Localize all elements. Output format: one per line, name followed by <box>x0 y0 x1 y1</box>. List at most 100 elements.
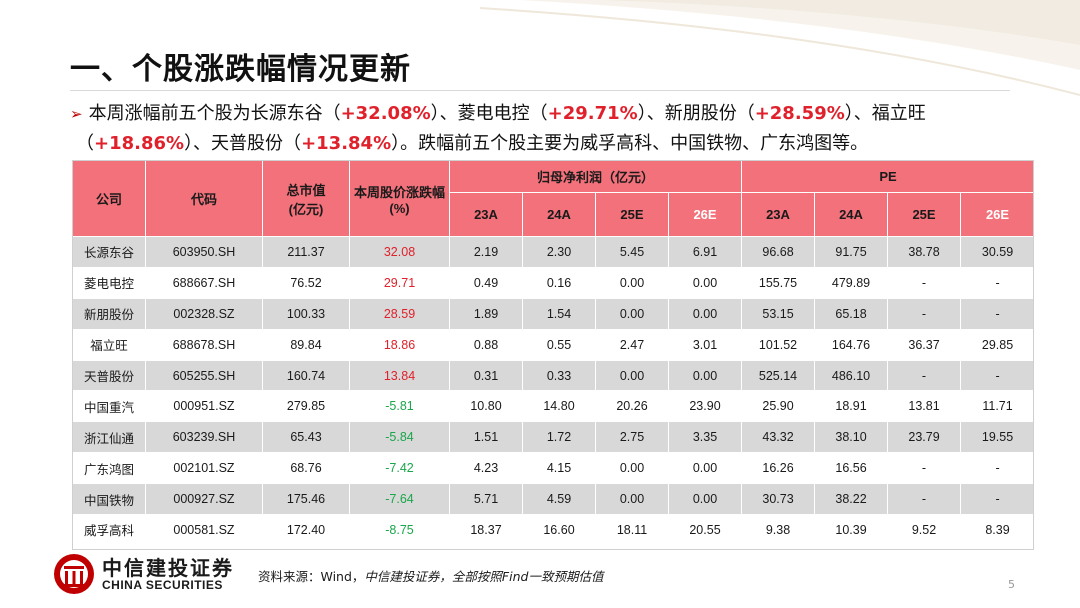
summary-value: +32.08% <box>341 103 431 124</box>
cell-pe-26e: 8.39 <box>961 515 1035 546</box>
cell-weekly-change: -5.84 <box>350 422 450 453</box>
cell-weekly-change: -7.42 <box>350 453 450 484</box>
cell-net-profit-26e: 0.00 <box>669 484 742 515</box>
cell-net-profit-24a: 0.33 <box>523 360 596 391</box>
cell-company: 广东鸿图 <box>73 453 146 484</box>
cell-net-profit-24a: 4.15 <box>523 453 596 484</box>
cell-company: 新朋股份 <box>73 298 146 329</box>
source-note: 资料来源：Wind，中信建投证券，全部按照Find一致预期估值 <box>258 566 603 585</box>
cell-pe-23a: 16.26 <box>742 453 815 484</box>
cell-weekly-change: 29.71 <box>350 267 450 298</box>
cell-pe-25e: - <box>888 360 961 391</box>
cell-net-profit-26e: 0.00 <box>669 453 742 484</box>
source-label: 资料来源：Wind， <box>258 569 364 584</box>
col-group-net-profit: 归母净利润（亿元） <box>450 161 742 193</box>
cell-net-profit-25e: 2.47 <box>596 329 669 360</box>
cell-net-profit-26e: 23.90 <box>669 391 742 422</box>
table-row: 福立旺 688678.SH 89.84 18.86 0.88 0.55 2.47 3.01 10… <box>73 329 1035 360</box>
cell-pe-23a: 30.73 <box>742 484 815 515</box>
page-title: 一、个股涨跌幅情况更新 <box>70 44 411 88</box>
col-header-pe-25e: 25E <box>888 193 961 237</box>
cell-net-profit-26e: 0.00 <box>669 267 742 298</box>
cell-net-profit-23a: 1.51 <box>450 422 523 453</box>
summary-text: ）、菱电电控（ <box>431 103 548 124</box>
cell-pe-26e: 11.71 <box>961 391 1035 422</box>
cell-code: 603239.SH <box>146 422 263 453</box>
summary-text: ）、福立旺 <box>845 103 926 124</box>
cell-pe-24a: 65.18 <box>815 298 888 329</box>
cell-net-profit-25e: 20.26 <box>596 391 669 422</box>
cell-weekly-change: 13.84 <box>350 360 450 391</box>
bullet-arrow-icon: ➢ <box>70 105 83 123</box>
cell-pe-25e: 23.79 <box>888 422 961 453</box>
cell-code: 000581.SZ <box>146 515 263 546</box>
col-header-pe-24a: 24A <box>815 193 888 237</box>
cell-weekly-change: -5.81 <box>350 391 450 422</box>
cell-pe-23a: 525.14 <box>742 360 815 391</box>
col-header-weekly-change: 本周股价涨跌幅 (%) <box>350 161 450 237</box>
cell-net-profit-24a: 0.16 <box>523 267 596 298</box>
cell-code: 000927.SZ <box>146 484 263 515</box>
col-header-mktcap-unit: (亿元) <box>263 199 349 218</box>
cell-pe-26e: - <box>961 484 1035 515</box>
cell-company: 浙江仙通 <box>73 422 146 453</box>
cell-mktcap: 160.74 <box>263 360 350 391</box>
cell-net-profit-26e: 6.91 <box>669 237 742 268</box>
cell-weekly-change: 32.08 <box>350 237 450 268</box>
cell-mktcap: 279.85 <box>263 391 350 422</box>
col-header-weekly-change-label: 本周股价涨跌幅 <box>350 182 449 201</box>
cell-net-profit-25e: 18.11 <box>596 515 669 546</box>
cell-code: 000951.SZ <box>146 391 263 422</box>
cell-net-profit-26e: 3.01 <box>669 329 742 360</box>
table-row: 天普股份 605255.SH 160.74 13.84 0.31 0.33 0.00 0.00… <box>73 360 1035 391</box>
cell-net-profit-24a: 1.54 <box>523 298 596 329</box>
cell-net-profit-23a: 4.23 <box>450 453 523 484</box>
cell-code: 605255.SH <box>146 360 263 391</box>
source-detail: 中信建投证券，全部按照Find一致预期估值 <box>364 569 603 584</box>
col-header-np-23a: 23A <box>450 193 523 237</box>
cell-net-profit-24a: 4.59 <box>523 484 596 515</box>
cell-pe-24a: 18.91 <box>815 391 888 422</box>
cell-mktcap: 68.76 <box>263 453 350 484</box>
cell-pe-26e: 29.85 <box>961 329 1035 360</box>
summary-text: （ <box>76 133 94 154</box>
cell-net-profit-25e: 2.75 <box>596 422 669 453</box>
table-row: 新朋股份 002328.SZ 100.33 28.59 1.89 1.54 0.00 0.00… <box>73 298 1035 329</box>
cell-net-profit-23a: 1.89 <box>450 298 523 329</box>
table-row: 威孚高科 000581.SZ 172.40 -8.75 18.37 16.60 18.11 2… <box>73 515 1035 546</box>
cell-net-profit-26e: 0.00 <box>669 360 742 391</box>
cell-pe-26e: - <box>961 267 1035 298</box>
cell-mktcap: 76.52 <box>263 267 350 298</box>
col-header-pe-23a: 23A <box>742 193 815 237</box>
cell-pe-26e: 30.59 <box>961 237 1035 268</box>
col-header-code: 代码 <box>146 161 263 237</box>
summary-text: ）。跌幅前五个股主要为威孚高科、中国铁物、广东鸿图等。 <box>391 133 868 154</box>
cell-pe-26e: - <box>961 453 1035 484</box>
summary-paragraph: ➢ 本周涨幅前五个股为长源东谷（+32.08%）、菱电电控（+29.71%）、新朋… <box>70 99 1030 158</box>
cell-net-profit-24a: 2.30 <box>523 237 596 268</box>
cell-net-profit-23a: 0.31 <box>450 360 523 391</box>
col-header-company: 公司 <box>73 161 146 237</box>
cell-pe-25e: 9.52 <box>888 515 961 546</box>
cell-company: 中国铁物 <box>73 484 146 515</box>
cell-pe-24a: 16.56 <box>815 453 888 484</box>
cell-pe-26e: - <box>961 360 1035 391</box>
company-logo: 中信建投证券 CHINA SECURITIES <box>52 552 242 596</box>
cell-pe-23a: 101.52 <box>742 329 815 360</box>
cell-net-profit-25e: 0.00 <box>596 298 669 329</box>
cell-mktcap: 172.40 <box>263 515 350 546</box>
cell-net-profit-26e: 3.35 <box>669 422 742 453</box>
cell-mktcap: 89.84 <box>263 329 350 360</box>
table-row: 中国铁物 000927.SZ 175.46 -7.64 5.71 4.59 0.00 0.00… <box>73 484 1035 515</box>
cell-weekly-change: 18.86 <box>350 329 450 360</box>
cell-net-profit-25e: 0.00 <box>596 267 669 298</box>
cell-pe-25e: 36.37 <box>888 329 961 360</box>
cell-net-profit-25e: 0.00 <box>596 453 669 484</box>
cell-pe-26e: - <box>961 298 1035 329</box>
cell-mktcap: 100.33 <box>263 298 350 329</box>
cell-pe-26e: 19.55 <box>961 422 1035 453</box>
col-header-np-24a: 24A <box>523 193 596 237</box>
cell-mktcap: 65.43 <box>263 422 350 453</box>
title-divider <box>70 90 1010 91</box>
summary-text: ）、新朋股份（ <box>638 103 755 124</box>
